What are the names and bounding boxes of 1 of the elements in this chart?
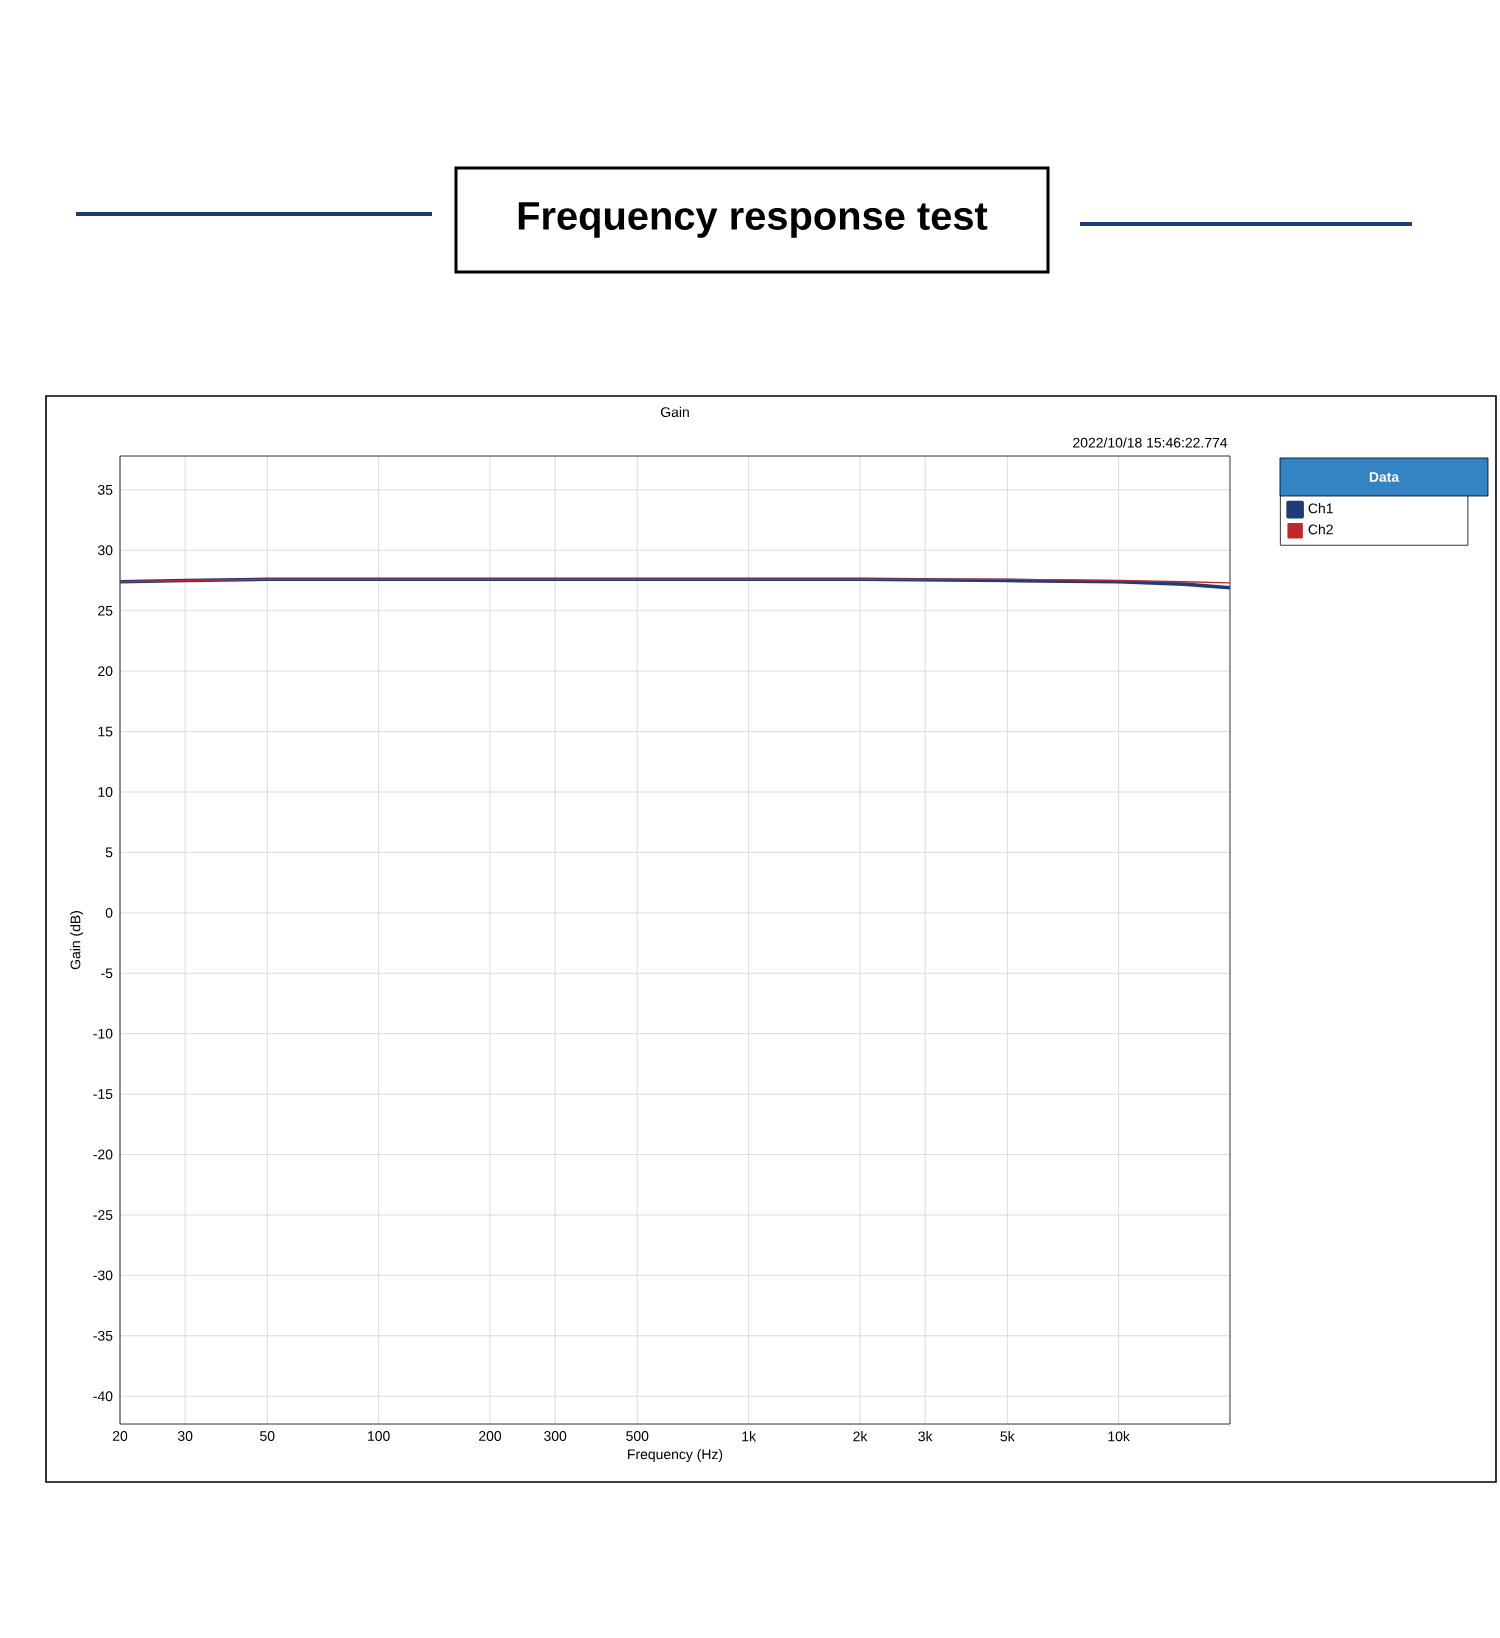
chart-title: Frequency response test <box>518 202 988 238</box>
